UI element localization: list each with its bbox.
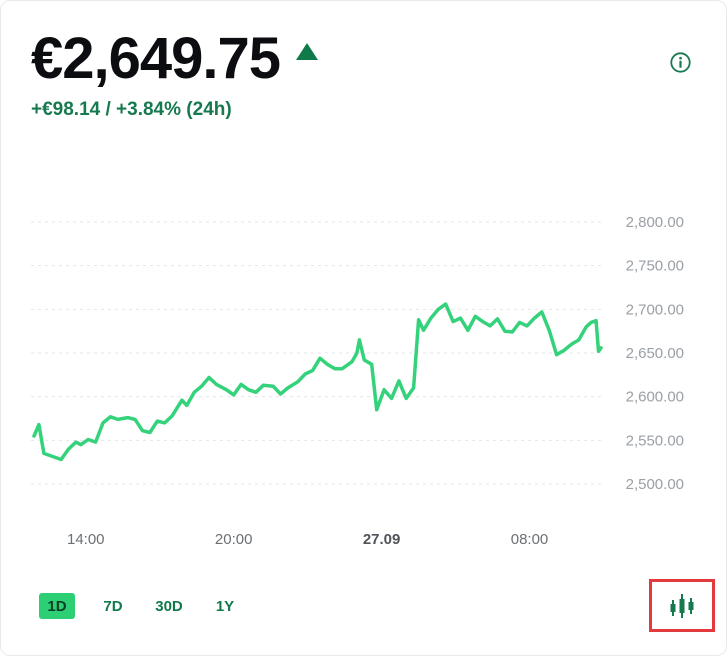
x-tick-label: 27.09	[363, 531, 401, 548]
time-range-tabs: 1D 7D 30D 1Y	[39, 593, 263, 619]
x-tick-label: 08:00	[511, 531, 549, 548]
info-icon[interactable]	[670, 52, 691, 73]
candlestick-icon	[670, 593, 694, 618]
y-tick-label: 2,750.00	[626, 258, 684, 275]
x-tick-label: 14:00	[67, 531, 105, 548]
up-triangle-icon	[296, 42, 319, 60]
y-tick-label: 2,550.00	[626, 432, 684, 449]
price-row: €2,649.75	[31, 26, 319, 91]
price-series-line	[32, 302, 603, 462]
range-tab-30d[interactable]: 30D	[155, 597, 183, 615]
y-tick-label: 2,650.00	[626, 345, 684, 362]
x-tick-label: 20:00	[215, 531, 253, 548]
current-price: €2,649.75	[31, 26, 281, 91]
y-tick-label: 2,600.00	[626, 389, 684, 406]
y-tick-label: 2,500.00	[626, 476, 684, 493]
range-tab-1y[interactable]: 1Y	[215, 597, 235, 615]
y-tick-label: 2,800.00	[626, 214, 684, 231]
range-tab-7d[interactable]: 7D	[103, 597, 123, 615]
y-tick-label: 2,700.00	[626, 301, 684, 318]
candlestick-toggle-button[interactable]	[649, 579, 715, 632]
range-tab-1d[interactable]: 1D	[39, 593, 75, 619]
price-change-24h: +€98.14 / +3.84% (24h)	[31, 99, 232, 120]
